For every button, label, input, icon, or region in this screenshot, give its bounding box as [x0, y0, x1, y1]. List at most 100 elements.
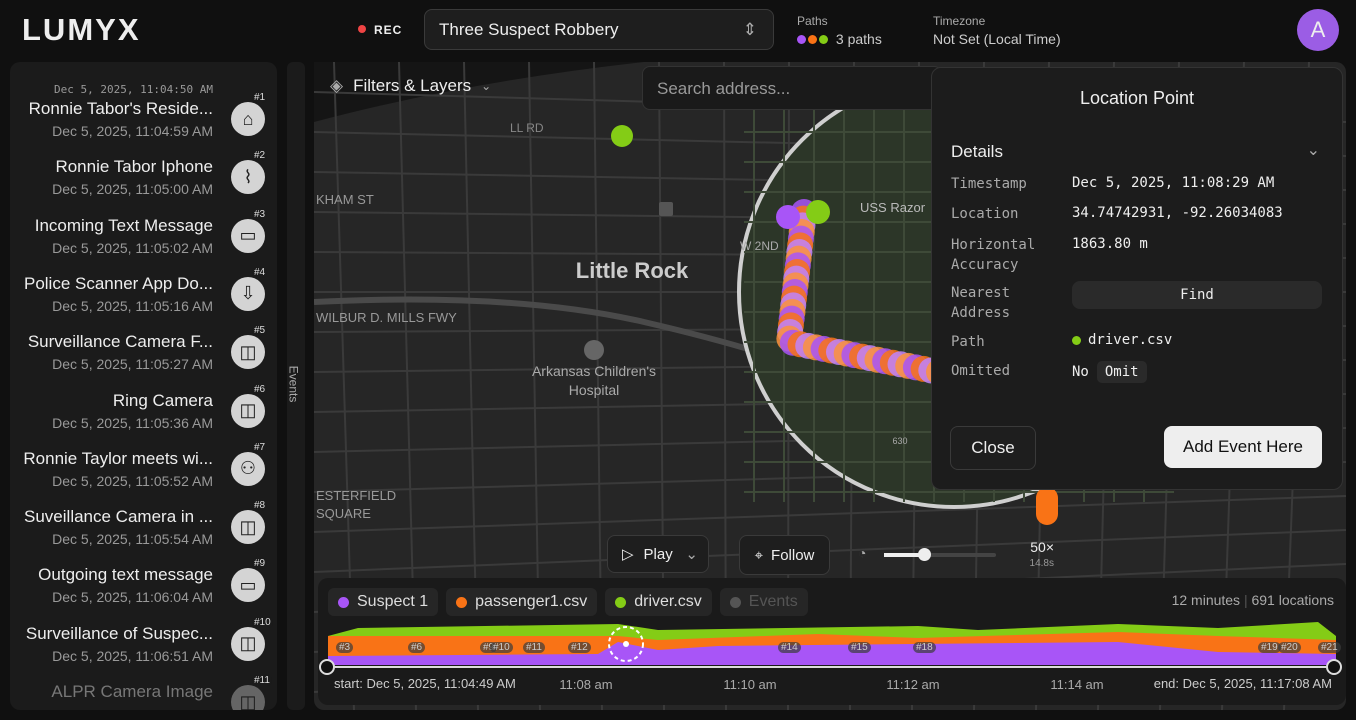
- location-panel: Location Point Details ⌄ Find driver.csv…: [931, 67, 1343, 490]
- event-title[interactable]: Ronnie Tabor's Reside...: [28, 99, 213, 118]
- avatar[interactable]: A: [1297, 9, 1339, 51]
- map-label: Arkansas Children's Hospital: [532, 363, 656, 398]
- detail-label: Horizontal Accuracy: [951, 237, 1036, 273]
- trail-tail: [1036, 487, 1058, 525]
- event-marker[interactable]: #12: [568, 642, 591, 653]
- tz-label: Timezone: [933, 14, 986, 28]
- legend-item[interactable]: driver.csv: [605, 588, 712, 616]
- event-title[interactable]: Outgoing text message: [38, 565, 213, 585]
- event-title[interactable]: Incoming Text Message: [34, 215, 213, 235]
- follow-button[interactable]: ⌖ Follow: [739, 535, 830, 575]
- legend-item[interactable]: Suspect 1: [328, 588, 439, 616]
- play-button[interactable]: ▷ Play ⌄: [607, 535, 709, 573]
- top-time: Dec 5, 2025, 11:04:50 AM: [54, 83, 213, 96]
- event-marker[interactable]: #10: [490, 642, 513, 653]
- event-title[interactable]: Police Scanner App Do...: [23, 273, 213, 293]
- case-select[interactable]: Three Suspect Robbery ⇕: [424, 9, 774, 50]
- search[interactable]: Search address...: [642, 66, 942, 110]
- map-label: Little Rock: [576, 258, 689, 283]
- legend-item[interactable]: Events: [719, 588, 808, 616]
- event-icon[interactable]: ◫: [231, 685, 265, 710]
- event-marker[interactable]: #20: [1278, 642, 1301, 653]
- omit-button[interactable]: Omit: [1096, 361, 1147, 383]
- close-button[interactable]: Close: [950, 426, 1036, 470]
- add-event-button[interactable]: Add Event Here: [1164, 426, 1322, 468]
- case: Three Suspect Robbery: [439, 19, 619, 39]
- legend-swatch: [729, 596, 741, 608]
- events-tab[interactable]: Events: [286, 62, 305, 710]
- event-title[interactable]: Surveillance of Suspec...: [25, 623, 213, 643]
- event-icon[interactable]: ⌇: [231, 160, 265, 195]
- event-marker[interactable]: #14: [778, 642, 801, 653]
- event-time: Dec 5, 2025, 11:06:51 AM: [52, 647, 213, 664]
- omitted-value: No Omit: [1072, 361, 1147, 383]
- trail-dot: [806, 200, 830, 224]
- legend-item[interactable]: passenger1.csv: [446, 588, 598, 616]
- tick-label: 11:12 am: [886, 677, 940, 692]
- event-icon[interactable]: ◫: [231, 335, 265, 370]
- find-button[interactable]: Find: [1072, 281, 1322, 309]
- event-marker[interactable]: #6: [408, 642, 426, 653]
- event-title[interactable]: Suveillance Camera in ...: [24, 507, 213, 527]
- event-icon[interactable]: ◫: [231, 510, 265, 545]
- end-handle[interactable]: [1326, 659, 1342, 675]
- speed-slider[interactable]: [884, 548, 996, 561]
- legend-swatch: [615, 596, 627, 608]
- event-marker[interactable]: #21: [1318, 642, 1341, 653]
- event-marker[interactable]: #9: [480, 642, 498, 653]
- event-icon[interactable]: ◫: [231, 393, 265, 428]
- follow: Follow: [771, 546, 815, 564]
- event-time: Dec 5, 2025, 11:05:00 AM: [52, 181, 213, 198]
- event-marker[interactable]: #18: [913, 642, 936, 653]
- event-marker[interactable]: #11: [523, 642, 545, 653]
- detail-label: Timestamp: [951, 176, 1027, 192]
- map-label-line: Arkansas Children's: [532, 363, 656, 379]
- event-icon[interactable]: ⚇: [231, 451, 265, 486]
- play: Play: [643, 545, 673, 563]
- span: 12 minutes: [1171, 592, 1241, 608]
- detail-label: Path: [951, 334, 985, 350]
- filters[interactable]: ◈ Filters & Layers ⌄: [330, 76, 492, 95]
- locations: 691 locations: [1251, 592, 1334, 608]
- event-badge: #6: [252, 383, 268, 395]
- map-label: 630: [892, 436, 907, 446]
- duration: 14.8s: [1029, 558, 1054, 569]
- event-title[interactable]: Surveillance Camera F...: [27, 332, 213, 352]
- collapse[interactable]: ⌄: [1306, 142, 1320, 159]
- event-marker[interactable]: #19: [1258, 642, 1281, 653]
- event-icon[interactable]: ◫: [231, 626, 265, 661]
- event-marker[interactable]: #3: [336, 642, 354, 653]
- event-time: Dec 5, 2025, 11:06:04 AM: [52, 589, 213, 606]
- rec: REC: [374, 23, 403, 37]
- start-handle[interactable]: [319, 659, 335, 675]
- logo: LUMYX: [22, 12, 141, 47]
- event-title[interactable]: Ronnie Taylor meets wi...: [23, 448, 213, 468]
- detail-label: Location: [951, 206, 1019, 222]
- rec-dot: [358, 25, 366, 33]
- water: [314, 62, 644, 122]
- detail-value: 34.74742931, -92.26034083: [1072, 205, 1283, 221]
- event-title[interactable]: Ring Camera: [112, 390, 213, 410]
- event-icon[interactable]: ▭: [231, 568, 265, 603]
- trail-dot: [776, 205, 800, 229]
- event-marker[interactable]: #15: [848, 642, 871, 653]
- street: [314, 495, 1346, 533]
- filters-label: Filters & Layers: [353, 76, 472, 95]
- event-badge: #10: [252, 616, 273, 628]
- event-title[interactable]: Ronnie Tabor Iphone: [55, 157, 213, 177]
- legend-swatch: [338, 596, 349, 608]
- event-icon[interactable]: ⇩: [231, 276, 265, 311]
- event-title[interactable]: ALPR Camera Image: [51, 682, 213, 701]
- event-icon[interactable]: ▭: [231, 218, 265, 253]
- event-time: Dec 5, 2025, 11:04:59 AM: [52, 123, 213, 139]
- map-label-line: Hospital: [569, 382, 620, 398]
- tick-label: 11:14 am: [1050, 677, 1104, 692]
- poi: [659, 202, 673, 216]
- playhead[interactable]: [608, 626, 644, 662]
- event-icon[interactable]: ⌂: [231, 102, 265, 136]
- paths: 3 paths: [797, 31, 882, 47]
- omitted: No: [1072, 364, 1089, 380]
- section: Details: [951, 142, 1003, 161]
- legend-label: Events: [748, 593, 798, 610]
